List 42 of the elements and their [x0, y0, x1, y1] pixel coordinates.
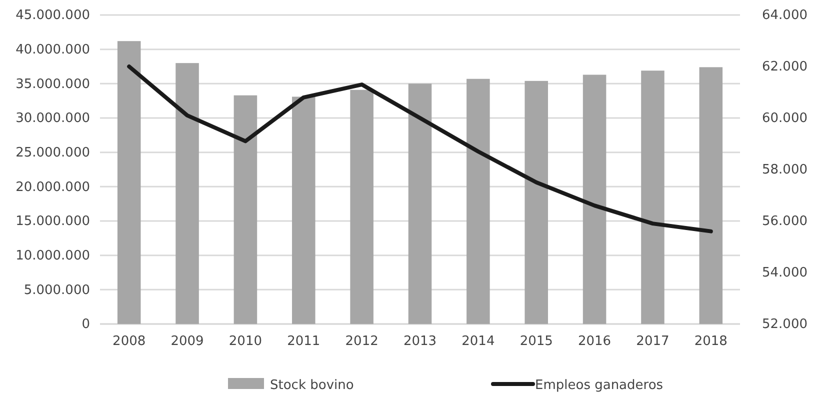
- bar: [466, 78, 490, 324]
- y-tick-label: 10.000.000: [16, 248, 90, 264]
- y-tick-label: 5.000.000: [24, 282, 90, 298]
- y-tick-label: 20.000.000: [16, 180, 90, 195]
- line-series: [127, 64, 713, 234]
- y2-tick-label: 62.000: [762, 60, 808, 75]
- x-tick-label: 2016: [578, 334, 612, 350]
- y-tick-label: 25.000.000: [16, 145, 90, 160]
- x-tick-label: 2014: [462, 334, 495, 350]
- y2-tick-label: 64.000: [762, 8, 808, 24]
- y-tick-label: 35.000.000: [16, 76, 90, 92]
- x-tick-label: 2011: [287, 334, 320, 350]
- y2-tick-label: 52.000: [762, 317, 808, 332]
- y-tick-label: 30.000.000: [16, 111, 90, 126]
- x-tick-label: 2017: [636, 334, 670, 350]
- x-tick-label: 2018: [694, 334, 728, 350]
- bar: [117, 41, 141, 324]
- bar: [582, 74, 606, 324]
- legend-label: Empleos ganaderos: [535, 378, 664, 393]
- y-tick-label: 0: [82, 317, 90, 332]
- bar: [641, 70, 664, 324]
- x-tick-label: 2010: [228, 334, 262, 350]
- bar: [524, 80, 548, 324]
- x-tick-label: 2013: [403, 334, 437, 350]
- legend-label: Stock bovino: [270, 378, 354, 393]
- y2-tick-label: 58.000: [762, 162, 808, 178]
- y2-tick-label: 56.000: [762, 214, 808, 230]
- y-tick-label: 40.000.000: [16, 42, 90, 58]
- bar: [176, 63, 199, 324]
- x-tick-label: 2008: [112, 334, 146, 350]
- bar: [408, 84, 432, 324]
- y2-tick-label: 54.000: [762, 266, 808, 281]
- bar: [699, 67, 723, 324]
- bar: [350, 90, 374, 324]
- y-tick-label: 45.000.000: [16, 8, 90, 24]
- x-tick-label: 2009: [170, 334, 204, 350]
- y2-tick-label: 60.000: [762, 111, 808, 126]
- y-tick-label: 15.000.000: [16, 214, 90, 230]
- x-tick-label: 2012: [345, 334, 378, 350]
- bar: [292, 96, 316, 324]
- bar: [234, 95, 258, 324]
- x-tick-label: 2015: [520, 334, 553, 350]
